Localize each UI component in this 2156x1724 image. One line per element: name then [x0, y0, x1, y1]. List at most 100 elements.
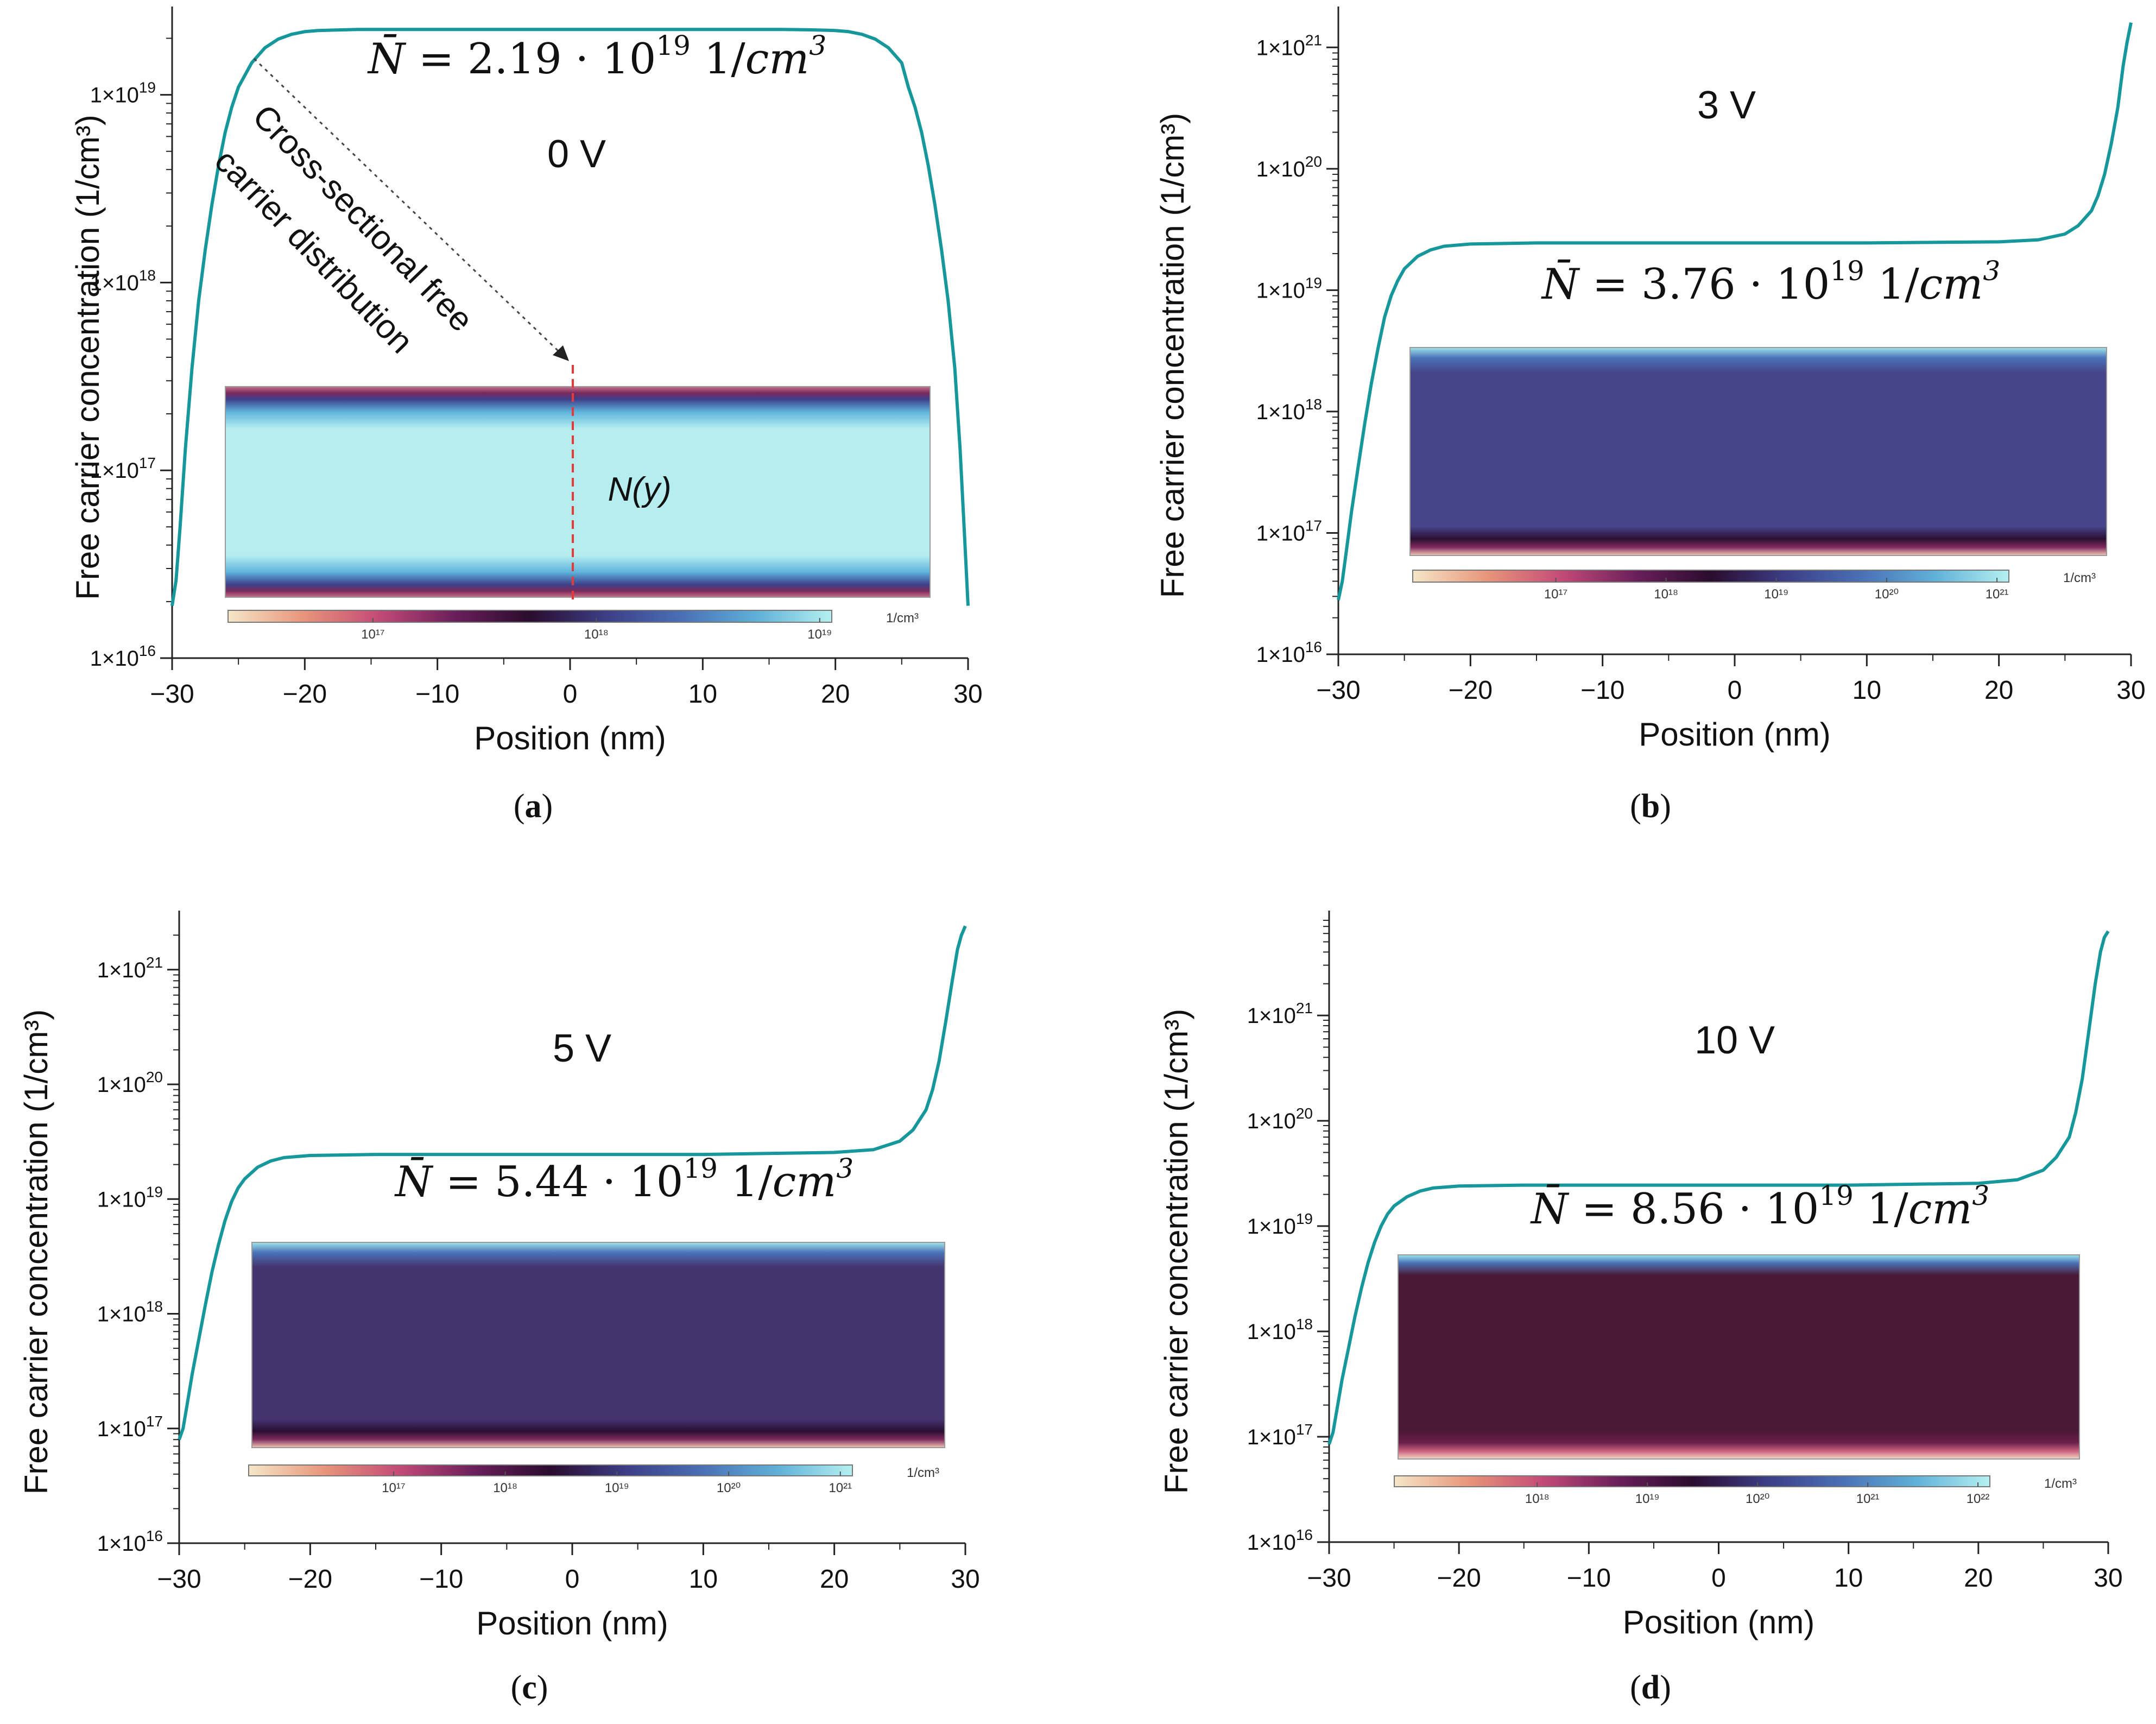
- panel-d: −30 −20 −10 0 10 20 30 1×1016 1×1017 1×1018 1×1019…: [1158, 911, 2123, 1706]
- x-tick-label: −30: [1316, 676, 1360, 705]
- x-tick-label: −20: [283, 680, 327, 709]
- colorbar: [248, 1464, 853, 1476]
- y-tick-label: 1×1018: [90, 267, 156, 295]
- panel-label: (a): [514, 788, 553, 825]
- series-line: [170, 28, 970, 607]
- y-tick-label: 1×1016: [90, 642, 156, 671]
- colorbar-tick-label: 10²¹: [1856, 1492, 1880, 1506]
- y-tick-label: 1×1016: [1256, 639, 1322, 667]
- colorbar-tick-label: 10¹⁷: [382, 1481, 405, 1495]
- colorbar-tick-label: 10¹⁹: [1764, 587, 1788, 602]
- voltage-label: 5 V: [553, 1027, 611, 1070]
- y-tick-label: 1×1016: [97, 1527, 163, 1556]
- colorbar-tick-label: 10¹⁹: [1635, 1492, 1660, 1506]
- colorbar-tick-label: 10¹⁸: [493, 1481, 517, 1495]
- x-axis-title: Position (nm): [474, 720, 666, 756]
- x-tick-label: 10: [688, 680, 717, 709]
- voltage-label: 3 V: [1697, 84, 1756, 127]
- colorbar-tick-label: 10²⁰: [1875, 587, 1899, 602]
- colorbar-tick-label: 10²¹: [829, 1481, 852, 1495]
- colorbar: [227, 610, 832, 623]
- series-line: [1327, 930, 2110, 1445]
- cross-section-heatmap: [1398, 1254, 2080, 1460]
- arrow-head: [553, 345, 569, 361]
- y-tick-label: 1×1020: [1247, 1105, 1313, 1133]
- cut-label: N(y): [608, 471, 671, 508]
- voltage-label: 10 V: [1695, 1019, 1775, 1062]
- colorbar: [1412, 570, 2009, 583]
- panel-b: −30 −20 −10 0 10 20 30 1×1016 1×1017 1×1018 1×1019…: [1154, 7, 2146, 825]
- panel-label: (b): [1630, 788, 1671, 825]
- x-tick-label: 30: [2116, 676, 2145, 705]
- colorbar-tick-label: 10¹⁷: [1544, 587, 1567, 602]
- y-tick-label: 1×1017: [1247, 1421, 1313, 1449]
- cross-section-heatmap: [225, 386, 931, 598]
- voltage-label: 0 V: [547, 132, 606, 176]
- x-tick-label: −30: [1307, 1564, 1351, 1593]
- x-tick-label: −10: [415, 680, 459, 709]
- x-tick-label: 0: [565, 1565, 580, 1594]
- panel-label: (c): [511, 1669, 548, 1706]
- nbar-equation: N̄ = 8.56 · 1019 1/cm3: [1530, 1180, 1989, 1234]
- panel-a: −30 −20 −10 0 10 20 30 1×1016 1×1017 1×1018 1×1019…: [69, 7, 983, 825]
- y-tick-label: 1×1019: [1247, 1210, 1313, 1239]
- colorbar-tick-label: 10¹⁹: [807, 627, 832, 642]
- colorbar-unit: 1/cm³: [907, 1466, 939, 1480]
- y-axis-title: Free carrier concentration (1/cm³): [18, 1009, 54, 1495]
- x-tick-label: 10: [1852, 676, 1881, 705]
- x-tick-label: 30: [951, 1565, 979, 1594]
- colorbar-tick-label: 10²²: [1967, 1492, 1990, 1506]
- x-tick-label: −20: [288, 1565, 332, 1594]
- y-tick-label: 1×1021: [97, 954, 163, 982]
- x-tick-label: −10: [1567, 1564, 1611, 1593]
- y-axis-title: Free carrier concentration (1/cm³): [1158, 1009, 1194, 1494]
- cross-section-heatmap: [251, 1242, 945, 1448]
- x-tick-label: 20: [820, 1565, 849, 1594]
- x-axis-title: Position (nm): [476, 1605, 668, 1641]
- y-tick-label: 1×1018: [1247, 1316, 1313, 1344]
- colorbar-unit: 1/cm³: [2044, 1476, 2077, 1491]
- colorbar-tick-label: 10¹⁸: [584, 627, 609, 642]
- y-tick-label: 1×1017: [1256, 517, 1322, 545]
- y-tick-label: 1×1016: [1247, 1526, 1313, 1555]
- x-tick-label: 0: [1728, 676, 1742, 705]
- x-tick-label: −30: [150, 680, 194, 709]
- colorbar-tick-label: 10¹⁷: [361, 627, 384, 642]
- y-tick-label: 1×1017: [97, 1413, 163, 1441]
- annotation-arrow: [253, 58, 560, 353]
- y-axis-title: Free carrier concentration (1/cm³): [1154, 113, 1191, 598]
- x-axis-title: Position (nm): [1623, 1604, 1814, 1640]
- y-tick-label: 1×1018: [97, 1298, 163, 1327]
- x-tick-label: 20: [1964, 1564, 1993, 1593]
- x-tick-label: 20: [1984, 676, 2013, 705]
- series-line: [178, 925, 967, 1441]
- panel-c: −30 −20 −10 0 10 20 30 1×1016 1×1017 1×1018 1×1019…: [18, 911, 980, 1706]
- y-tick-label: 1×1021: [1256, 31, 1322, 60]
- y-axis-title: Free carrier concentration (1/cm³): [69, 115, 106, 600]
- colorbar-tick-label: 10¹⁹: [605, 1481, 629, 1495]
- x-tick-label: −10: [419, 1565, 463, 1594]
- x-tick-label: −30: [157, 1565, 201, 1594]
- colorbar-tick-label: 10²⁰: [717, 1481, 741, 1495]
- x-tick-label: 0: [563, 680, 578, 709]
- series-line: [1337, 22, 2133, 601]
- y-tick-label: 1×1018: [1256, 396, 1322, 424]
- x-axis-title: Position (nm): [1639, 716, 1830, 753]
- nbar-equation: N̄ = 2.19 · 1019 1/cm3: [367, 30, 826, 84]
- y-tick-label: 1×1019: [90, 79, 156, 108]
- x-tick-label: 10: [689, 1565, 718, 1594]
- y-tick-label: 1×1021: [1247, 1000, 1313, 1028]
- nbar-equation: N̄ = 3.76 · 1019 1/cm3: [1541, 255, 2000, 309]
- colorbar-tick-label: 10¹⁸: [1654, 587, 1678, 602]
- x-tick-label: −20: [1449, 676, 1493, 705]
- colorbar-unit: 1/cm³: [886, 611, 919, 626]
- x-tick-label: 30: [953, 680, 982, 709]
- y-tick-label: 1×1019: [97, 1183, 163, 1211]
- y-tick-label: 1×1017: [90, 454, 156, 483]
- x-tick-label: 30: [2094, 1564, 2122, 1593]
- x-tick-label: −10: [1580, 676, 1624, 705]
- colorbar-tick-label: 10²⁰: [1746, 1492, 1769, 1506]
- colorbar-unit: 1/cm³: [2063, 571, 2096, 585]
- x-tick-label: 10: [1834, 1564, 1863, 1593]
